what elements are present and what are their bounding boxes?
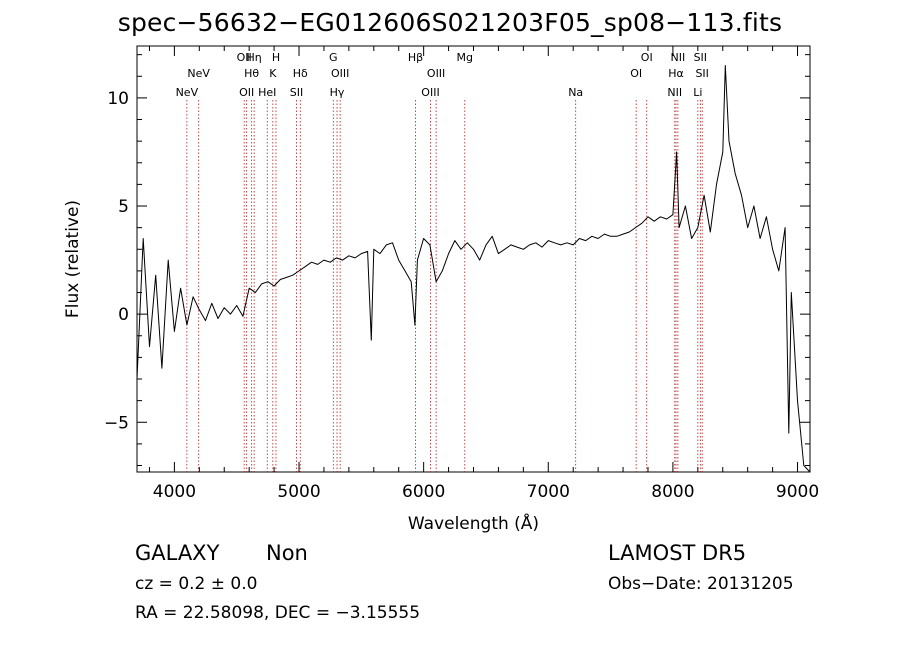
x-tick-label: 8000 — [651, 482, 694, 502]
line-label: OIII — [427, 67, 445, 80]
line-label: NeV — [187, 67, 210, 80]
y-axis-label: Flux (relative) — [63, 200, 83, 318]
line-label: SII — [290, 86, 303, 99]
spectrum-series — [136, 65, 811, 473]
line-label: OI — [630, 67, 642, 80]
x-tick-label: 9000 — [776, 482, 819, 502]
line-label: H — [272, 51, 280, 64]
line-label: HeI — [258, 86, 276, 99]
x-tick-label: 4000 — [153, 482, 196, 502]
y-tick-label: 10 — [107, 89, 129, 109]
line-label: OI — [641, 51, 653, 64]
x-tick-label: 5000 — [277, 482, 320, 502]
line-label: SII — [694, 51, 707, 64]
ra-dec: RA = 22.58098, DEC = −3.15555 — [135, 603, 421, 623]
line-label: NII — [671, 51, 686, 64]
line-label: OIII — [421, 86, 439, 99]
line-label: Hη — [247, 51, 262, 64]
line-label: OII — [237, 51, 252, 64]
y-tick-label: 5 — [118, 197, 129, 217]
line-label: Hδ — [293, 67, 308, 80]
x-tick-label: 6000 — [402, 482, 445, 502]
line-label: Hγ — [330, 86, 345, 99]
x-tick-label: 7000 — [527, 482, 570, 502]
y-tick-label: −5 — [104, 413, 129, 433]
line-label: NII — [667, 86, 682, 99]
line-label: Hθ — [244, 67, 259, 80]
line-label: Na — [568, 86, 583, 99]
line-label: NeV — [176, 86, 199, 99]
chart-title: spec−56632−EG012606S021203F05_sp08−113.f… — [117, 8, 783, 37]
plot-frame — [136, 45, 811, 473]
line-label: Li — [693, 86, 702, 99]
line-label: SII — [695, 67, 708, 80]
object-subclass: Non — [266, 541, 308, 565]
x-axis-label: Wavelength (Å) — [408, 512, 539, 534]
line-label: Hα — [668, 67, 684, 80]
object-class: GALAXY — [135, 541, 220, 565]
line-label: G — [329, 51, 338, 64]
line-label: OII — [239, 86, 254, 99]
line-label: K — [269, 67, 277, 80]
redshift-cz: cz = 0.2 ± 0.0 — [135, 574, 258, 594]
line-label: Mg — [457, 51, 473, 64]
line-label: OIII — [331, 67, 349, 80]
survey-name: LAMOST DR5 — [608, 541, 747, 565]
y-tick-label: 0 — [118, 305, 129, 325]
line-label: Hβ — [408, 51, 423, 64]
observation-date: Obs−Date: 20131205 — [608, 574, 794, 594]
